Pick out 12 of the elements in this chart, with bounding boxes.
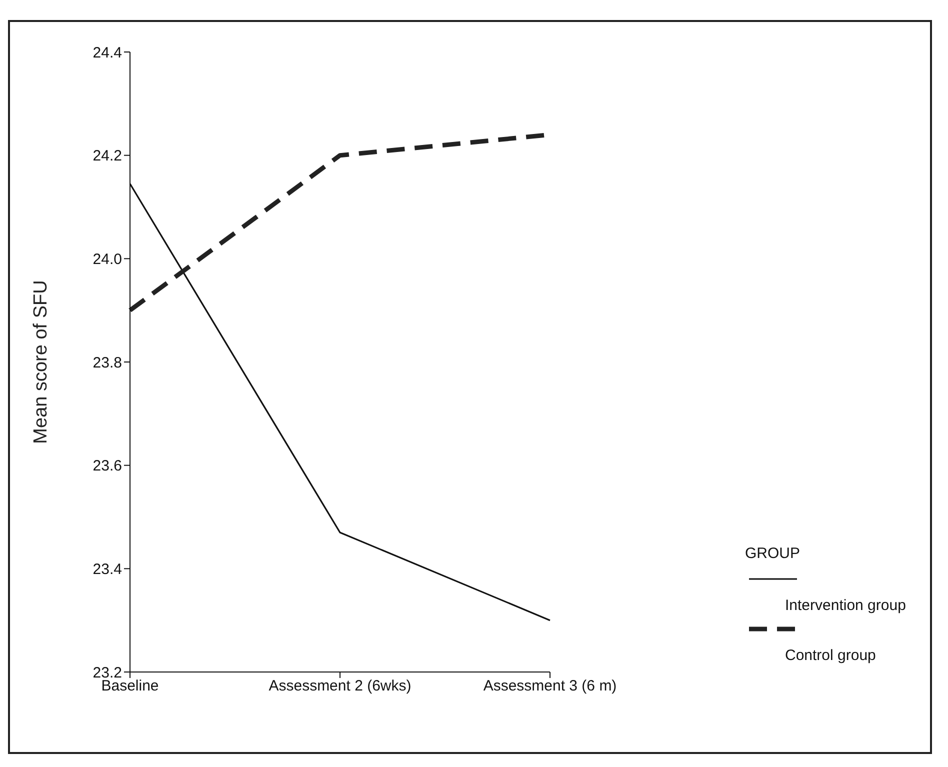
legend-label: Intervention group xyxy=(784,597,907,614)
x-tick-label: Assessment 3 (6 m) xyxy=(483,678,617,695)
y-tick-label: 24.4 xyxy=(92,44,122,62)
y-tick-label: 24.0 xyxy=(92,250,122,268)
y-tick-label: 23.8 xyxy=(92,354,122,372)
y-axis-title: Mean score of SFU xyxy=(30,280,52,444)
y-tick-label: 24.2 xyxy=(92,148,122,165)
x-tick-label: Assessment 2 (6wks) xyxy=(268,678,412,695)
y-tick-label: 23.6 xyxy=(92,458,122,475)
legend-title: GROUP xyxy=(745,545,802,562)
legend-label: Control group xyxy=(784,647,877,664)
y-tick-label: 23.4 xyxy=(92,560,122,578)
